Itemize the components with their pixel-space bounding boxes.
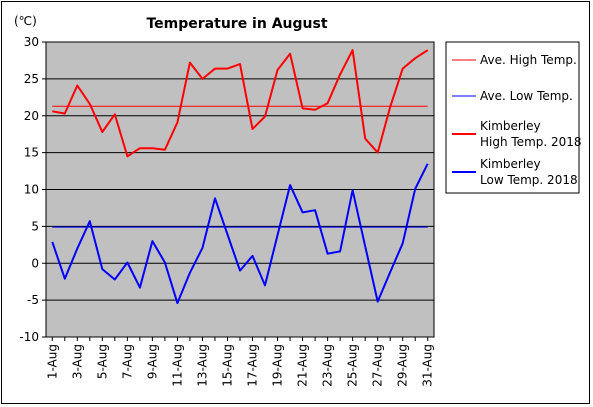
legend-label-3: Kimberley bbox=[480, 157, 541, 171]
y-tick-label: -10 bbox=[19, 330, 39, 344]
series-line-3 bbox=[51, 163, 429, 305]
legend-label-2: High Temp. 2018 bbox=[480, 135, 582, 149]
y-tick-label: 30 bbox=[24, 35, 39, 49]
y-tick-label: 10 bbox=[24, 183, 39, 197]
x-tick-label: 11-Aug bbox=[170, 344, 184, 387]
series-line-2 bbox=[52, 49, 429, 158]
x-tick-label: 9-Aug bbox=[145, 344, 159, 379]
x-tick-label: 19-Aug bbox=[271, 344, 285, 387]
x-tick-label: 29-Aug bbox=[396, 344, 410, 387]
x-tick-label: 13-Aug bbox=[195, 344, 209, 387]
y-tick-label: 15 bbox=[24, 146, 39, 160]
y-unit-label: (℃) bbox=[14, 14, 37, 28]
legend-box bbox=[445, 41, 580, 194]
x-tick-label: 21-Aug bbox=[296, 344, 310, 387]
y-tick-label: -5 bbox=[27, 293, 39, 307]
legend: Ave. High Temp. Ave. Low Temp. Kimberley Hi… bbox=[445, 41, 582, 194]
x-tick-label: 23-Aug bbox=[321, 344, 335, 387]
y-tick-label: 5 bbox=[31, 219, 39, 233]
legend-label-2: Kimberley bbox=[480, 119, 541, 133]
y-tick-label: 25 bbox=[24, 72, 39, 86]
x-tick-label: 25-Aug bbox=[346, 344, 360, 387]
legend-label-1: Ave. Low Temp. bbox=[480, 89, 573, 103]
x-tick-label: 17-Aug bbox=[246, 344, 260, 387]
x-tick-label: 1-Aug bbox=[45, 344, 59, 379]
x-tick-label: 31-Aug bbox=[421, 344, 435, 387]
chart-title: Temperature in August bbox=[146, 16, 327, 32]
plot-area: 30 25 20 15 10 5 0 -5 -10 1-Aug 3-Aug 5-Aug 7-Aug 9-A… bbox=[19, 35, 434, 387]
x-tick-label: 3-Aug bbox=[70, 344, 84, 379]
x-tick-label: 15-Aug bbox=[220, 344, 234, 387]
y-tick-label: 0 bbox=[31, 256, 39, 270]
x-tick-label: 7-Aug bbox=[120, 344, 134, 379]
legend-label-0: Ave. High Temp. bbox=[480, 53, 577, 67]
x-tick-label: 27-Aug bbox=[371, 344, 385, 387]
x-tick-label: 5-Aug bbox=[95, 344, 109, 379]
y-tick-label: 20 bbox=[24, 109, 39, 123]
legend-label-3: Low Temp. 2018 bbox=[480, 173, 578, 187]
